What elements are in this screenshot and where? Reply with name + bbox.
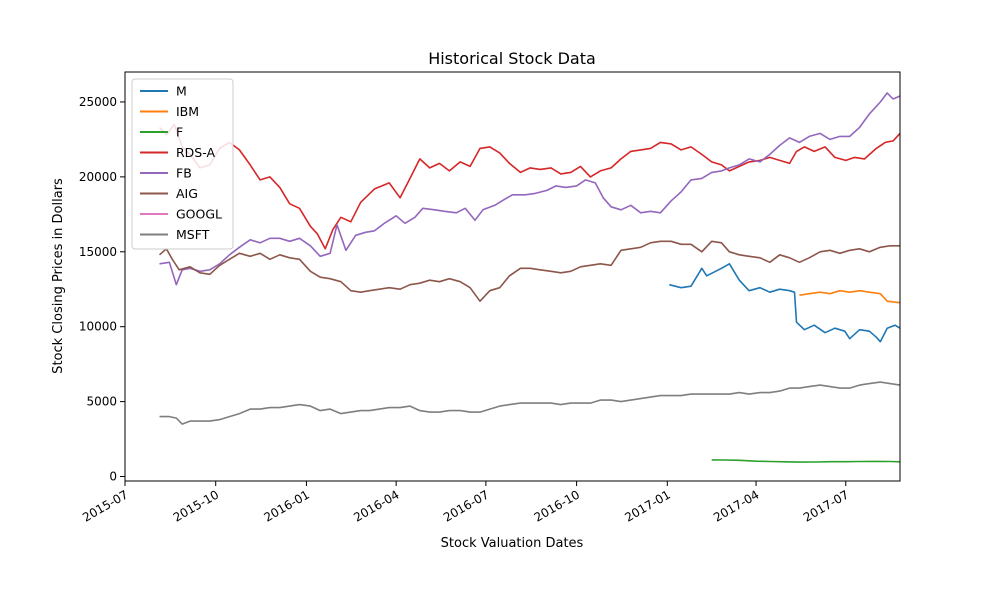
legend-box <box>131 78 234 250</box>
series-line-msft <box>159 381 901 425</box>
series-line-aig <box>158 240 900 302</box>
y-tick-label: 20000 <box>79 170 117 184</box>
x-axis-label: Stock Valuation Dates <box>441 536 584 551</box>
legend-label: FB <box>176 166 192 181</box>
series-line-rds-a <box>158 123 901 250</box>
y-tick-label: 10000 <box>79 320 117 334</box>
legend-label: AIG <box>176 186 198 201</box>
legend-label: MSFT <box>176 227 210 242</box>
y-axis-ticks: 0 5000 10000 15000 20000 25000 <box>79 95 125 484</box>
legend-label: F <box>176 125 183 140</box>
series-lines <box>158 92 901 463</box>
legend-label: M <box>176 84 187 99</box>
y-tick-label: 25000 <box>79 95 117 109</box>
legend-label: GOOGL <box>176 207 222 222</box>
legend-label: IBM <box>176 104 199 119</box>
series-line-f <box>711 459 901 463</box>
chart-title: Historical Stock Data <box>428 49 596 68</box>
legend-label: RDS-A <box>176 145 215 160</box>
legend: M IBM F RDS-A FB AIG GOOGL MSFT <box>131 78 234 250</box>
series-line-m <box>669 263 901 343</box>
y-tick-label: 0 <box>109 470 117 484</box>
y-axis-label: Stock Closing Prices in Dollars <box>51 178 66 374</box>
series-line-ibm <box>799 289 901 304</box>
y-tick-label: 5000 <box>86 395 117 409</box>
series-line-fb <box>159 92 901 286</box>
plot-frame <box>124 71 901 482</box>
y-tick-label: 15000 <box>79 245 117 259</box>
